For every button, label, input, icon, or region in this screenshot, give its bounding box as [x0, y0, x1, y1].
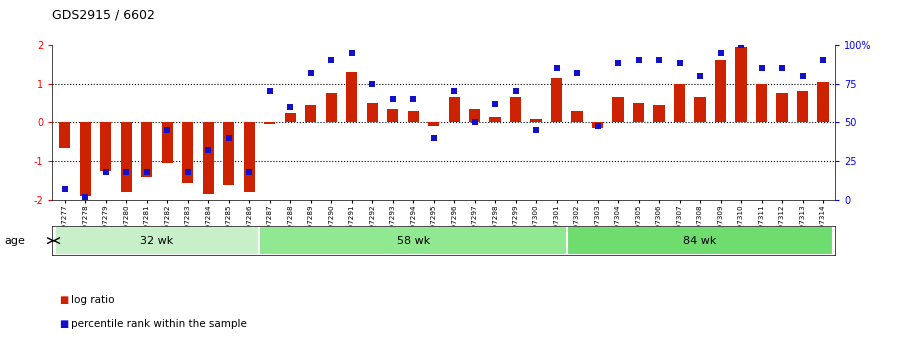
- Bar: [80, 122, 91, 196]
- Bar: [260, 226, 567, 255]
- Bar: [551, 78, 562, 122]
- Bar: [633, 103, 644, 122]
- Bar: [571, 111, 583, 122]
- Point: [734, 42, 748, 48]
- Point: [262, 89, 277, 94]
- Point: [119, 169, 134, 175]
- Bar: [243, 122, 255, 193]
- Bar: [776, 93, 787, 122]
- Text: ■: ■: [59, 295, 68, 305]
- Point: [795, 73, 810, 79]
- Bar: [449, 97, 460, 122]
- Bar: [387, 109, 398, 122]
- Text: 84 wk: 84 wk: [683, 236, 717, 246]
- Bar: [530, 119, 542, 122]
- Bar: [817, 82, 829, 122]
- Bar: [694, 97, 706, 122]
- Text: 32 wk: 32 wk: [140, 236, 174, 246]
- Point: [426, 135, 441, 141]
- Point: [652, 58, 666, 63]
- Point: [324, 58, 338, 63]
- Bar: [120, 122, 132, 193]
- Point: [406, 97, 421, 102]
- Text: percentile rank within the sample: percentile rank within the sample: [71, 319, 247, 329]
- Point: [242, 169, 256, 175]
- Bar: [756, 84, 767, 122]
- Point: [345, 50, 359, 56]
- Bar: [674, 84, 685, 122]
- Point: [713, 50, 728, 56]
- Point: [78, 194, 92, 200]
- Point: [611, 61, 625, 66]
- Point: [549, 66, 564, 71]
- Point: [283, 104, 298, 110]
- Bar: [346, 72, 357, 122]
- Bar: [510, 97, 521, 122]
- Bar: [59, 122, 71, 148]
- Point: [160, 128, 175, 133]
- Point: [180, 169, 195, 175]
- Bar: [653, 105, 664, 122]
- Point: [488, 101, 502, 107]
- Point: [467, 120, 481, 125]
- Point: [447, 89, 462, 94]
- Bar: [326, 93, 337, 122]
- Bar: [613, 97, 624, 122]
- Bar: [567, 226, 834, 255]
- Point: [632, 58, 646, 63]
- Point: [529, 128, 543, 133]
- Point: [222, 135, 236, 141]
- Point: [570, 70, 585, 76]
- Bar: [797, 91, 808, 122]
- Point: [754, 66, 768, 71]
- Text: ■: ■: [59, 319, 68, 329]
- Point: [590, 123, 605, 128]
- Bar: [141, 122, 152, 177]
- Point: [58, 186, 72, 192]
- Bar: [162, 122, 173, 163]
- Bar: [736, 47, 747, 122]
- Bar: [469, 109, 481, 122]
- Bar: [182, 122, 194, 183]
- Bar: [407, 111, 419, 122]
- Bar: [54, 226, 260, 255]
- Text: GDS2915 / 6602: GDS2915 / 6602: [52, 9, 156, 22]
- Bar: [428, 122, 439, 126]
- Bar: [305, 105, 317, 122]
- Bar: [490, 117, 500, 122]
- Bar: [367, 103, 377, 122]
- Bar: [264, 122, 275, 125]
- Point: [509, 89, 523, 94]
- Point: [693, 73, 708, 79]
- Bar: [100, 122, 111, 171]
- Text: age: age: [5, 236, 25, 246]
- Bar: [592, 122, 604, 128]
- Point: [99, 169, 113, 175]
- Point: [775, 66, 789, 71]
- Text: 58 wk: 58 wk: [396, 236, 430, 246]
- Text: log ratio: log ratio: [71, 295, 115, 305]
- Bar: [203, 122, 214, 194]
- Point: [201, 148, 215, 153]
- Bar: [224, 122, 234, 185]
- Point: [365, 81, 379, 87]
- Point: [139, 169, 154, 175]
- Point: [303, 70, 318, 76]
- Point: [386, 97, 400, 102]
- Bar: [284, 113, 296, 122]
- Point: [672, 61, 687, 66]
- Bar: [715, 60, 726, 122]
- Point: [815, 58, 830, 63]
